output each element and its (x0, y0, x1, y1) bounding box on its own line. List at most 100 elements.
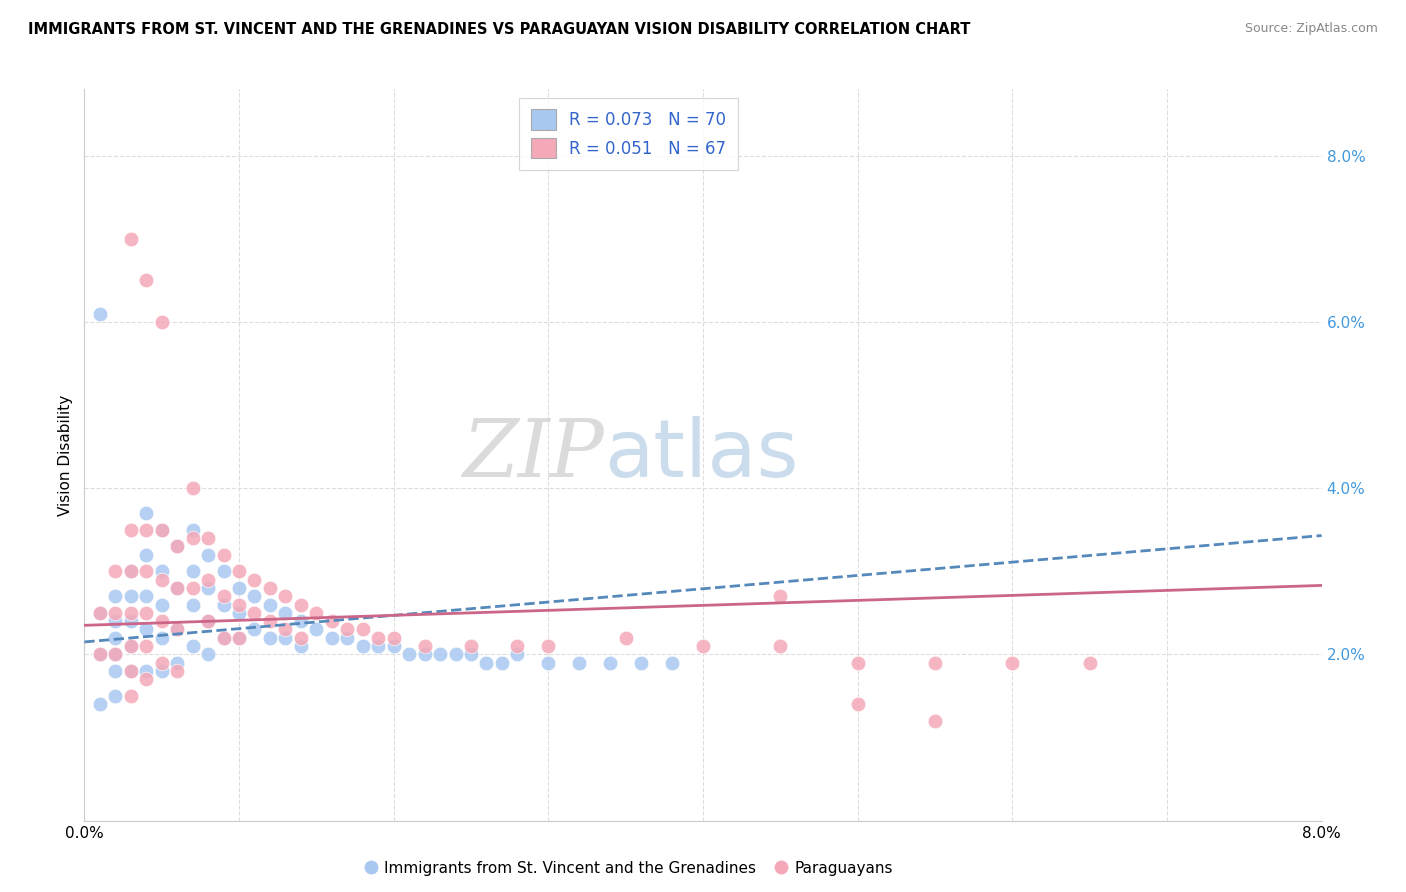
Point (135, 639, 157, 653)
Point (197, 648, 219, 662)
Point (1001, 656, 1024, 670)
Point (166, 581, 188, 595)
Point (89, 698, 111, 712)
Point (120, 564, 142, 578)
Point (537, 639, 560, 653)
Point (382, 639, 405, 653)
Point (120, 664, 142, 678)
Point (228, 598, 250, 612)
Point (150, 598, 173, 612)
Point (491, 656, 513, 670)
Point (150, 573, 173, 587)
Point (769, 589, 792, 603)
Point (120, 523, 142, 537)
Point (537, 656, 560, 670)
Point (104, 606, 127, 620)
Point (120, 606, 142, 620)
Point (321, 614, 343, 628)
Point (181, 598, 204, 612)
Point (150, 523, 173, 537)
Point (290, 631, 312, 645)
Point (568, 656, 591, 670)
Point (352, 639, 374, 653)
Point (290, 639, 312, 653)
Point (150, 523, 173, 537)
Point (181, 523, 204, 537)
Point (259, 598, 281, 612)
Point (135, 506, 157, 520)
Point (150, 631, 173, 645)
Point (135, 606, 157, 620)
Point (661, 656, 683, 670)
Point (846, 656, 869, 670)
Text: atlas: atlas (605, 416, 799, 494)
Point (228, 631, 250, 645)
Point (274, 589, 297, 603)
Point (166, 539, 188, 553)
Point (120, 232, 142, 246)
Point (89, 307, 111, 321)
Point (243, 589, 266, 603)
Point (212, 598, 235, 612)
Point (259, 614, 281, 628)
Point (120, 639, 142, 653)
Point (413, 639, 436, 653)
Point (1078, 656, 1101, 670)
Point (135, 564, 157, 578)
Point (599, 656, 621, 670)
Point (197, 548, 219, 562)
Point (120, 589, 142, 603)
Point (150, 564, 173, 578)
Point (692, 639, 714, 653)
Point (212, 631, 235, 645)
Point (150, 656, 173, 670)
Point (305, 606, 328, 620)
Point (197, 531, 219, 545)
Point (135, 623, 157, 637)
Point (228, 564, 250, 578)
Point (89, 648, 111, 662)
Point (429, 648, 451, 662)
Point (166, 664, 188, 678)
Point (89, 606, 111, 620)
Point (614, 631, 637, 645)
Point (336, 631, 359, 645)
Point (120, 614, 142, 628)
Text: Source: ZipAtlas.com: Source: ZipAtlas.com (1244, 22, 1378, 36)
Point (274, 623, 297, 637)
Point (104, 664, 127, 678)
Point (135, 589, 157, 603)
Point (166, 539, 188, 553)
Point (243, 623, 266, 637)
Point (166, 623, 188, 637)
Point (212, 631, 235, 645)
Point (135, 664, 157, 678)
Point (924, 656, 946, 670)
Point (398, 648, 420, 662)
Point (290, 614, 312, 628)
Point (89, 648, 111, 662)
Point (290, 598, 312, 612)
Point (181, 581, 204, 595)
Point (228, 606, 250, 620)
Point (181, 564, 204, 578)
Point (197, 614, 219, 628)
Point (506, 648, 529, 662)
Text: ZIP: ZIP (463, 417, 605, 493)
Point (135, 673, 157, 687)
Point (135, 548, 157, 562)
Point (274, 631, 297, 645)
Point (181, 481, 204, 495)
Point (769, 639, 792, 653)
Point (460, 648, 482, 662)
Point (444, 648, 467, 662)
Point (228, 631, 250, 645)
Point (212, 589, 235, 603)
Point (166, 656, 188, 670)
Point (367, 639, 389, 653)
Point (166, 623, 188, 637)
Point (150, 614, 173, 628)
Point (120, 664, 142, 678)
Point (89, 606, 111, 620)
Point (259, 581, 281, 595)
